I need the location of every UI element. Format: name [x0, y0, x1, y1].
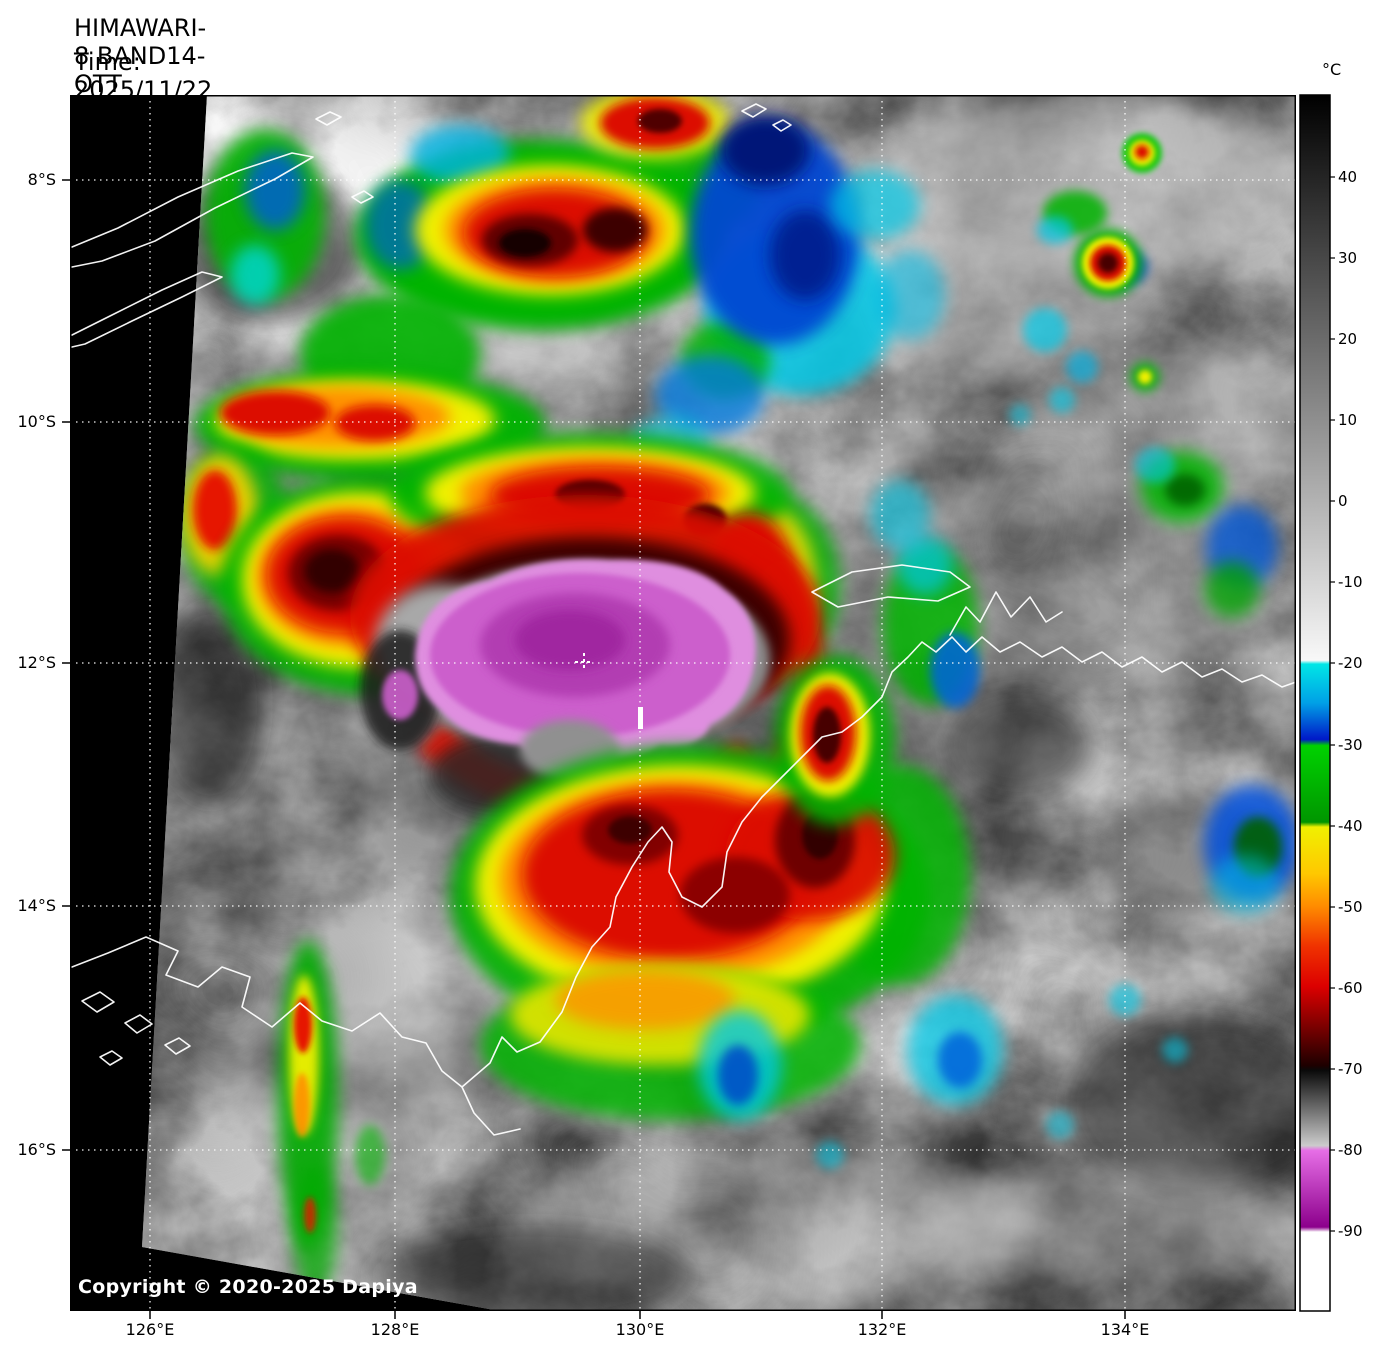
coastline-melville-island — [811, 564, 971, 608]
image-artifact-mark — [638, 707, 643, 729]
cb-tick: 20 — [1338, 330, 1358, 348]
cb-tick: -30 — [1338, 736, 1363, 754]
lat-label: 10°S — [17, 412, 56, 431]
lon-label: 130°E — [615, 1320, 665, 1339]
copyright-notice: Copyright © 2020-2025 Dapiya — [78, 1276, 418, 1298]
lat-label: 14°S — [17, 896, 56, 915]
colorbar — [1299, 94, 1335, 1312]
cb-tick: -50 — [1338, 898, 1363, 916]
cb-tick: -70 — [1338, 1060, 1363, 1078]
satellite-imagery — [142, 95, 1296, 1311]
axis-ticks — [62, 179, 1126, 1319]
map-frame — [70, 95, 1296, 1311]
cb-tick: 10 — [1338, 411, 1358, 429]
lat-label: 16°S — [17, 1140, 56, 1159]
cb-tick: -60 — [1338, 979, 1363, 997]
lon-label: 128°E — [370, 1320, 420, 1339]
cb-tick: -80 — [1338, 1141, 1363, 1159]
lon-label: 134°E — [1100, 1320, 1150, 1339]
colorbar-unit: °C — [1322, 60, 1342, 79]
cb-tick: 0 — [1338, 492, 1348, 510]
cb-tick: 40 — [1338, 168, 1358, 186]
coastline-australia — [71, 636, 1297, 1088]
convection-enhancement — [180, 95, 1296, 1295]
lat-label: 12°S — [17, 653, 56, 672]
grid-lines — [70, 95, 1296, 1311]
lon-label: 126°E — [125, 1320, 175, 1339]
coastline-timor — [71, 152, 314, 268]
cb-tick: -10 — [1338, 573, 1363, 591]
cb-tick: -20 — [1338, 654, 1363, 672]
cb-tick: 30 — [1338, 249, 1358, 267]
lat-label: 8°S — [27, 170, 56, 189]
cb-tick: -40 — [1338, 817, 1363, 835]
coastlines — [71, 103, 1297, 1136]
cb-tick: -90 — [1338, 1222, 1363, 1240]
lon-label: 132°E — [857, 1320, 907, 1339]
storm-center-marker — [575, 653, 593, 671]
